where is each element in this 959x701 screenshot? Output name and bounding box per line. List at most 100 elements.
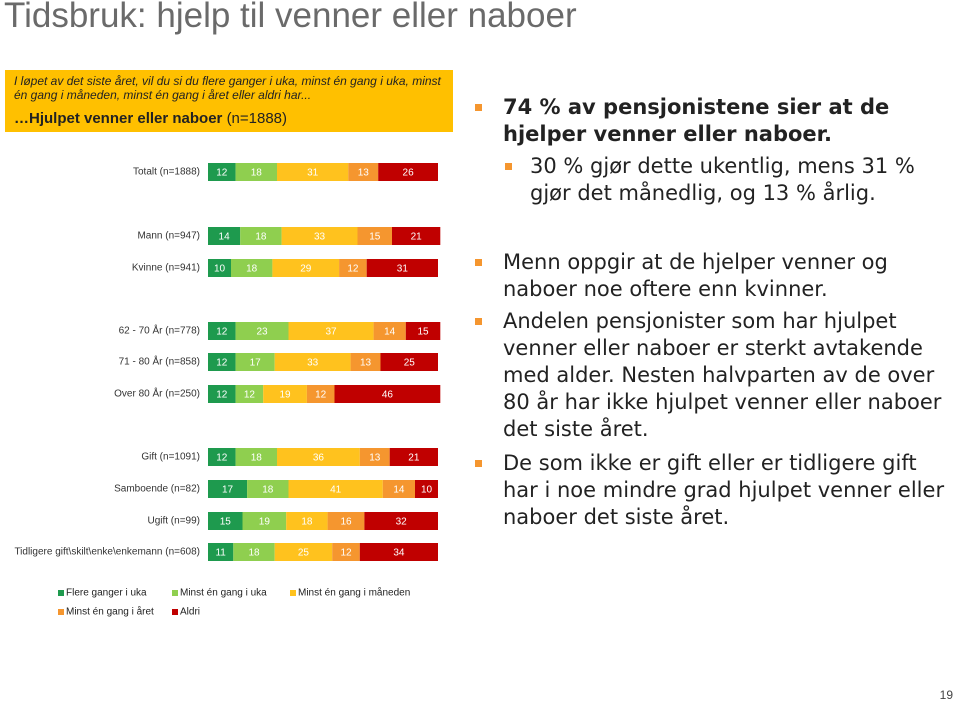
bar-segment (235, 385, 264, 403)
value-label: 17 (250, 358, 262, 369)
value-label: 21 (411, 232, 423, 243)
bar-segment (350, 353, 381, 371)
value-label: 18 (262, 485, 274, 496)
category-label: 62 - 70 År (n=778) (119, 324, 200, 337)
subtitle: …Hjulpet venner eller naboer (n=1888) (14, 110, 287, 127)
bar-segment (334, 385, 441, 403)
bar-segment (247, 480, 289, 498)
value-label: 14 (384, 327, 396, 338)
value-label: 18 (248, 548, 260, 559)
value-label: 13 (369, 453, 381, 464)
legend-swatch (58, 590, 64, 596)
bar-segment (378, 163, 438, 181)
bar-segment (392, 227, 441, 245)
category-label: Tidligere gift\skilt\enke\enkemann (n=60… (14, 547, 200, 558)
value-label: 46 (382, 390, 394, 401)
bar-segment (348, 163, 379, 181)
value-label: 12 (347, 264, 359, 275)
bar-segment (235, 163, 277, 181)
bar-segment (286, 512, 328, 530)
value-label: 14 (393, 485, 405, 496)
value-label: 25 (298, 548, 310, 559)
bar-segment (364, 512, 438, 530)
bar-segment (327, 512, 365, 530)
bar-segment (235, 448, 277, 466)
category-label: 71 - 80 År (n=858) (119, 355, 200, 368)
category-label: Kvinne (n=941) (132, 263, 200, 274)
bullet-marker (475, 259, 482, 266)
bullet-text: Andelen pensjonister som har hjulpet ven… (503, 309, 942, 441)
value-label: 32 (396, 517, 408, 528)
bar-segment (208, 512, 243, 530)
question: I løpet av det siste året, vil du si du … (14, 74, 441, 102)
value-label: 13 (360, 358, 372, 369)
category-label: Samboende (n=82) (114, 484, 200, 495)
value-label: 19 (279, 390, 291, 401)
value-label: 12 (216, 453, 228, 464)
bullet: 74 % av pensjonistene sier at de hjelper… (475, 94, 955, 148)
category-label: Ugift (n=99) (147, 516, 200, 527)
bullet-text: Menn oppgir at de hjelper venner og nabo… (503, 250, 888, 301)
value-label: 33 (307, 358, 319, 369)
value-label: 19 (259, 517, 271, 528)
bar-segment (208, 163, 236, 181)
bar-segment (415, 480, 438, 498)
bullet: Menn oppgir at de hjelper venner og nabo… (475, 249, 955, 303)
value-label: 17 (222, 485, 234, 496)
value-label: 33 (314, 232, 326, 243)
bar-segment (242, 512, 287, 530)
value-label: 18 (301, 517, 313, 528)
bar-segment (231, 259, 273, 277)
bullet-marker (475, 460, 482, 467)
bar-segment (389, 448, 438, 466)
bar-segment (240, 227, 282, 245)
bar-segment (235, 353, 275, 371)
bullet: De som ikke er gift eller er tidligere g… (475, 450, 955, 531)
bar-segment (288, 480, 383, 498)
value-label: 34 (393, 548, 405, 559)
value-label: 10 (421, 485, 433, 496)
bar-segment (306, 385, 335, 403)
bullet-marker (475, 318, 482, 325)
legend-swatch (172, 609, 178, 615)
value-label: 15 (220, 517, 232, 528)
category-label: Gift (n=1091) (141, 452, 200, 463)
value-label: 41 (330, 485, 342, 496)
value-label: 25 (404, 358, 416, 369)
value-label: 18 (251, 453, 263, 464)
page-number: 19 (939, 688, 953, 701)
value-label: 21 (408, 453, 420, 464)
bar-segment (235, 322, 289, 340)
value-label: 18 (246, 264, 258, 275)
subtitle-n: (n=1888) (226, 110, 288, 127)
legend-label: Minst én gang i uka (180, 588, 267, 599)
value-label: 36 (313, 453, 325, 464)
value-label: 26 (403, 168, 415, 179)
legend-label: Minst én gang i måneden (298, 587, 410, 599)
value-label: 15 (417, 327, 429, 338)
bar-segment (281, 227, 358, 245)
slide-title: Tidsbruk: hjelp til venner eller naboer (4, 0, 577, 35)
value-label: 10 (214, 264, 226, 275)
value-label: 31 (397, 264, 409, 275)
bar-segment (208, 543, 234, 561)
value-label: 23 (256, 327, 268, 338)
value-label: 16 (340, 517, 352, 528)
bar-segment (208, 353, 236, 371)
legend-label: Aldri (180, 607, 200, 618)
bar-segment (339, 259, 367, 277)
value-label: 12 (216, 390, 228, 401)
value-label: 15 (369, 232, 381, 243)
bar-segment (405, 322, 441, 340)
legend-label: Minst én gang i året (66, 606, 154, 618)
value-label: 37 (325, 327, 337, 338)
bar-segment (332, 543, 360, 561)
bar-segment (382, 480, 415, 498)
bar-segment (208, 322, 236, 340)
bullet-marker (475, 104, 482, 111)
value-label: 11 (215, 548, 226, 559)
bullet: 30 % gjør dette ukentlig, mens 31 % gjør… (505, 153, 955, 207)
value-label: 12 (216, 327, 228, 338)
bar-segment (366, 259, 438, 277)
category-label: Over 80 År (n=250) (114, 387, 200, 400)
